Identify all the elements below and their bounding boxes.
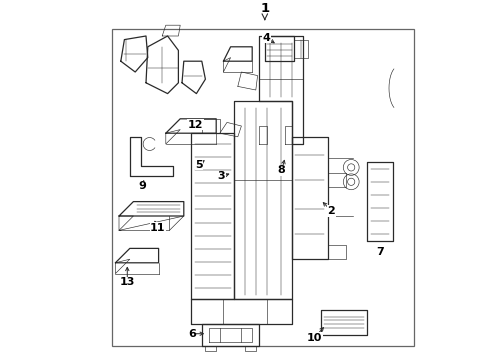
Text: 2: 2 [327, 206, 335, 216]
Text: 13: 13 [120, 277, 135, 287]
Text: 8: 8 [278, 165, 286, 175]
Bar [112, 29, 414, 346]
Text: 11: 11 [150, 222, 166, 233]
Text: 12: 12 [188, 120, 203, 130]
Text: 10: 10 [307, 333, 322, 343]
Text: 5: 5 [195, 159, 203, 170]
Text: 3: 3 [218, 171, 225, 181]
Text: 6: 6 [188, 329, 196, 339]
Text: 4: 4 [263, 33, 270, 43]
Text: 9: 9 [138, 181, 146, 191]
Text: 7: 7 [376, 247, 384, 257]
Text: 1: 1 [260, 2, 270, 15]
